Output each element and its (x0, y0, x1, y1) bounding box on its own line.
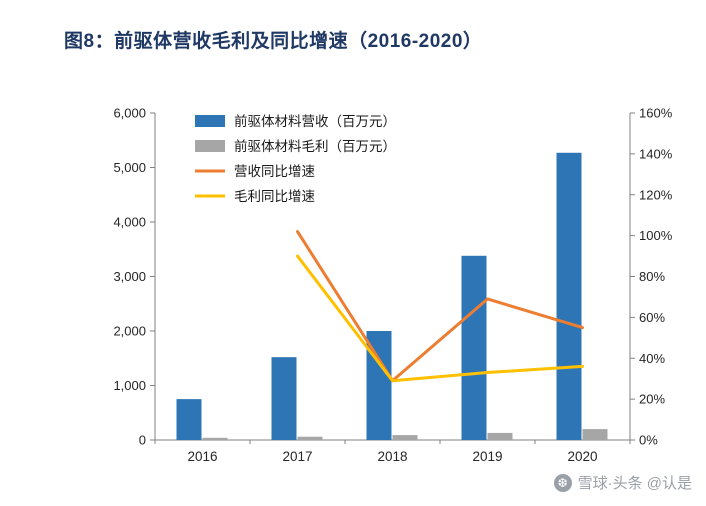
bar (487, 432, 513, 440)
line-series (296, 254, 584, 383)
legend-label: 营收同比增速 (234, 164, 315, 179)
x-tick-label: 2017 (282, 449, 312, 464)
y-right-tick-label: 140% (639, 146, 673, 161)
y-right-tick-label: 60% (639, 310, 665, 325)
y-left-tick-label: 3,000 (113, 269, 146, 284)
x-tick-label: 2019 (472, 449, 502, 464)
y-left-tick-label: 1,000 (113, 378, 146, 393)
y-left-tick-label: 4,000 (113, 215, 146, 230)
x-tick-label: 2020 (567, 449, 597, 464)
snowball-icon: ❆ (553, 473, 572, 492)
y-left-tick-label: 0 (139, 433, 146, 448)
x-tick-label: 2016 (187, 449, 217, 464)
legend-label: 前驱体材料营收（百万元） (234, 113, 396, 129)
y-axis-left: 0 1,000 2,000 3,000 4,000 5,000 6,000 (113, 106, 155, 448)
bar (582, 429, 608, 440)
y-left-tick-label: 5,000 (113, 160, 146, 175)
legend-label: 毛利同比增速 (234, 189, 315, 204)
y-axis-right: 0% 20% 40% 60% 80% 100% 120% 140% 160% (630, 106, 673, 448)
x-axis: 2016 2017 2018 2019 2020 (154, 440, 631, 464)
y-right-tick-label: 120% (639, 187, 673, 202)
bar (271, 357, 297, 440)
legend-label: 前驱体材料毛利（百万元） (234, 138, 396, 154)
y-right-tick-label: 160% (639, 106, 673, 121)
bar (297, 436, 323, 440)
bar (202, 437, 228, 440)
watermark-text: 雪球·头条 @认是 (577, 475, 692, 492)
y-left-tick-label: 2,000 (113, 324, 146, 339)
bar (461, 255, 487, 440)
bar (176, 399, 202, 440)
bar-series (202, 429, 608, 440)
bar-series (176, 152, 582, 440)
bar (392, 435, 418, 440)
watermark: ❆ 雪球·头条 @认是 (553, 472, 692, 493)
y-left-tick-label: 6,000 (113, 106, 146, 121)
x-tick-label: 2018 (377, 449, 407, 464)
y-right-tick-label: 20% (639, 392, 665, 407)
y-right-tick-label: 100% (639, 228, 673, 243)
bar (556, 152, 582, 440)
y-right-tick-label: 80% (639, 269, 665, 284)
legend-swatch (195, 140, 225, 152)
line-series (296, 230, 584, 383)
y-right-tick-label: 0% (639, 433, 658, 448)
chart-title: 图8：前驱体营收毛利及同比增速（2016-2020） (64, 31, 483, 52)
y-right-tick-label: 40% (639, 351, 665, 366)
legend-swatch (195, 115, 225, 127)
